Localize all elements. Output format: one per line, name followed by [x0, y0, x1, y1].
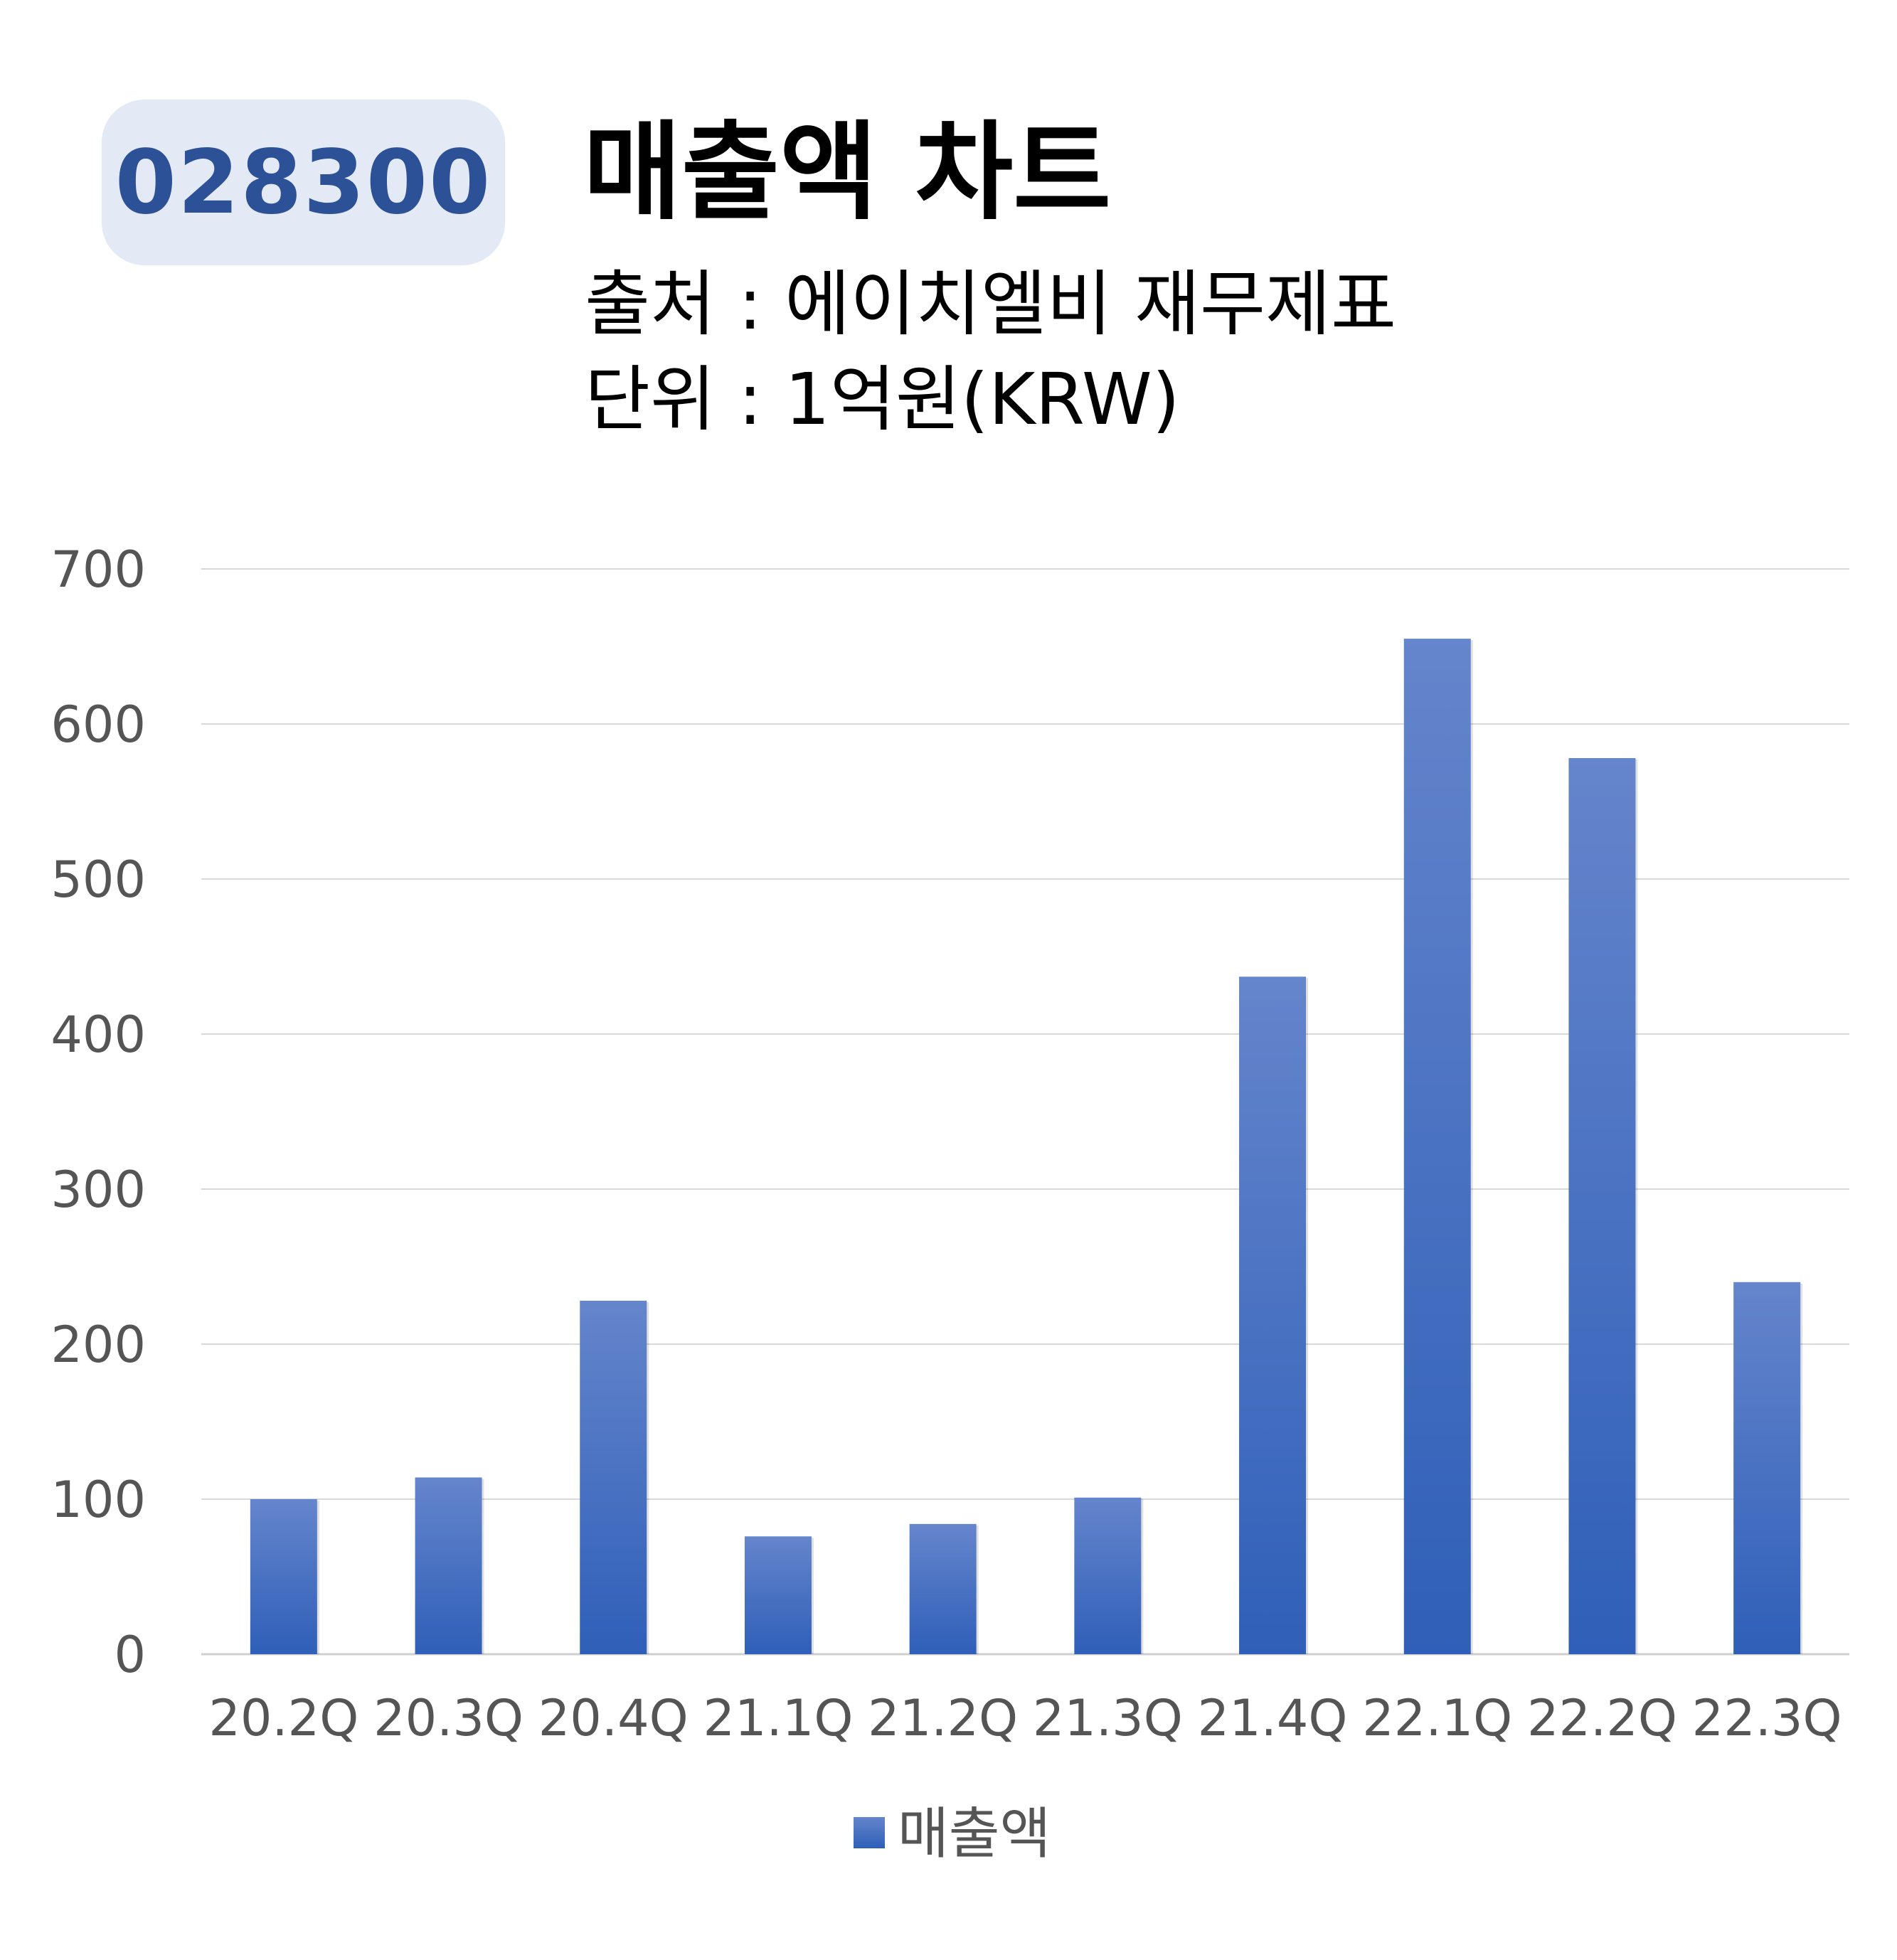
y-axis-ticks: 0 100 200 300 400 500 600 700 [51, 540, 146, 1684]
x-tick-label: 20.3Q [373, 1689, 524, 1747]
x-tick-label: 21.1Q [703, 1689, 853, 1747]
bar-21.3Q [1074, 1497, 1142, 1654]
source-text: 출처 : 에이치엘비 재무제표 [585, 262, 1397, 346]
y-tick-label: 300 [51, 1161, 146, 1219]
x-tick-label: 21.3Q [1033, 1689, 1183, 1747]
bar-21.2Q [909, 1523, 977, 1654]
bar-22.3Q [1733, 1282, 1801, 1654]
x-tick-label: 22.1Q [1362, 1689, 1512, 1747]
y-tick-label: 400 [51, 1006, 146, 1064]
x-tick-label: 21.2Q [868, 1689, 1018, 1747]
y-tick-label: 700 [51, 540, 146, 599]
ticker-code: 028300 [115, 131, 492, 234]
x-tick-label: 20.4Q [538, 1689, 689, 1747]
y-tick-label: 600 [51, 696, 146, 754]
bars [250, 639, 1803, 1654]
legend: 매출액 [854, 1802, 1051, 1866]
bar-21.4Q [1239, 976, 1307, 1654]
legend-label: 매출액 [898, 1802, 1051, 1866]
chart-title: 매출액 차트 [583, 111, 1112, 235]
grid-lines [201, 568, 1849, 1656]
x-tick-label: 22.2Q [1527, 1689, 1677, 1747]
bar-20.3Q [415, 1477, 482, 1654]
legend-swatch [854, 1817, 885, 1848]
bar-20.4Q [580, 1300, 647, 1654]
bar-22.2Q [1568, 757, 1636, 1654]
y-tick-label: 500 [51, 851, 146, 909]
y-tick-label: 0 [114, 1626, 146, 1684]
bar-20.2Q [250, 1499, 317, 1654]
y-tick-label: 200 [51, 1316, 146, 1374]
unit-text: 단위 : 1억원(KRW) [585, 358, 1180, 441]
ticker-badge: 028300 [102, 100, 505, 265]
x-axis-ticks: 20.2Q 20.3Q 20.4Q 21.1Q 21.2Q 21.3Q 21.4Q 22.1Q… [208, 1689, 1842, 1747]
bar-21.1Q [744, 1536, 812, 1654]
y-tick-label: 100 [51, 1471, 146, 1529]
x-tick-label: 22.3Q [1692, 1689, 1842, 1747]
x-tick-label: 21.4Q [1198, 1689, 1348, 1747]
bar-22.1Q [1403, 639, 1471, 1654]
x-tick-label: 20.2Q [208, 1689, 358, 1747]
